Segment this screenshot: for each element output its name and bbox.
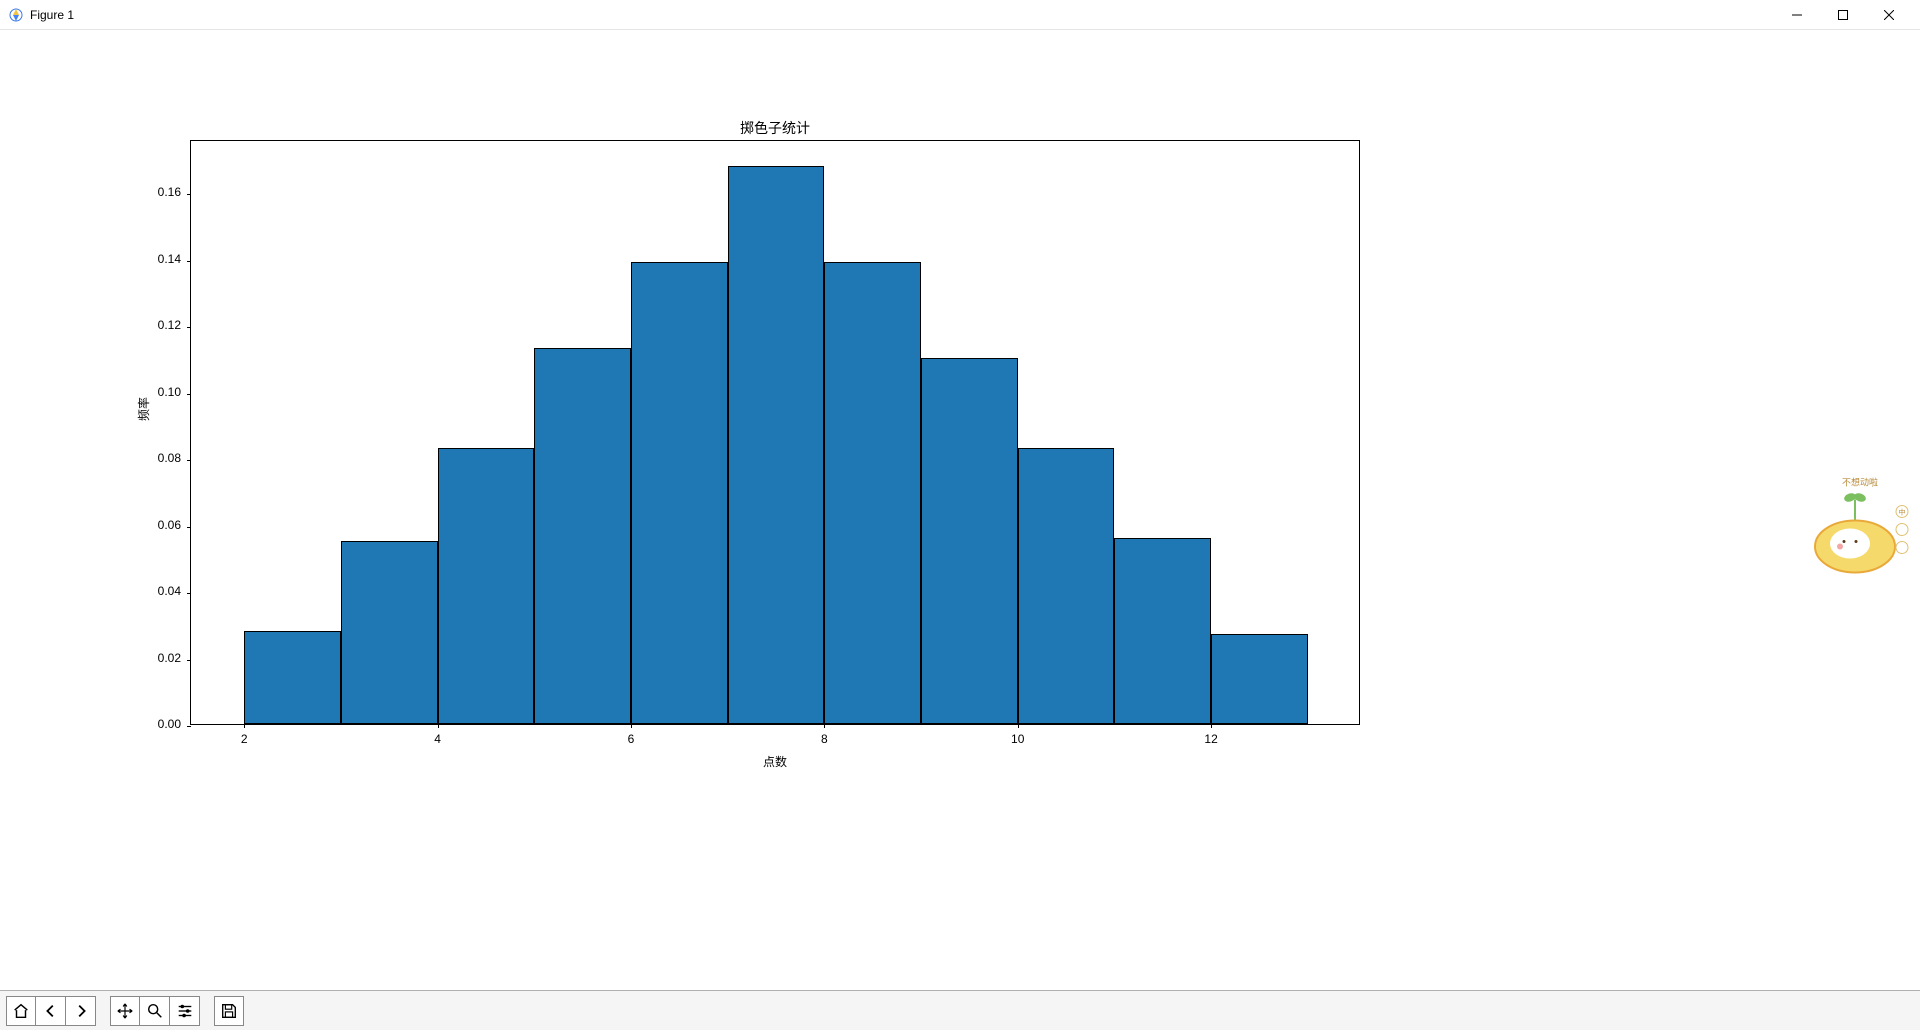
y-tick-label: 0.08 (158, 451, 191, 465)
x-tick-mark (631, 724, 632, 728)
y-tick-mark (187, 394, 191, 395)
x-tick-mark (1211, 724, 1212, 728)
y-tick-label: 0.12 (158, 318, 191, 332)
x-axis-label: 点数 (763, 753, 787, 770)
y-tick-label: 0.00 (158, 717, 191, 731)
histogram-bar (1211, 634, 1308, 724)
save-button[interactable] (214, 996, 244, 1026)
minimize-button[interactable] (1774, 0, 1820, 30)
x-tick-mark (244, 724, 245, 728)
maximize-button[interactable] (1820, 0, 1866, 30)
x-tick-mark (438, 724, 439, 728)
y-tick-mark (187, 327, 191, 328)
configure-subplots-button[interactable] (170, 996, 200, 1026)
histogram-bar (534, 348, 631, 724)
histogram-bar (244, 631, 341, 724)
figure-window: Figure 1 掷色子统计 频率 点数 0.000.020.040.060.0… (0, 0, 1920, 1030)
nav-toolbar (0, 990, 1920, 1030)
home-button[interactable] (6, 996, 36, 1026)
forward-button[interactable] (66, 996, 96, 1026)
y-tick-label: 0.02 (158, 651, 191, 665)
y-tick-label: 0.14 (158, 252, 191, 266)
x-tick-mark (824, 724, 825, 728)
svg-text:中: 中 (1899, 508, 1906, 517)
histogram-bar (341, 541, 438, 724)
y-tick-mark (187, 261, 191, 262)
titlebar: Figure 1 (0, 0, 1920, 30)
y-tick-label: 0.06 (158, 518, 191, 532)
histogram-bar (728, 166, 825, 724)
histogram-bar (438, 448, 535, 724)
axes: 0.000.020.040.060.080.100.120.140.162468… (190, 140, 1360, 725)
histogram-bar (1018, 448, 1115, 724)
y-tick-mark (187, 660, 191, 661)
zoom-button[interactable] (140, 996, 170, 1026)
histogram-bar (631, 262, 728, 724)
y-tick-mark (187, 593, 191, 594)
y-tick-mark (187, 460, 191, 461)
back-button[interactable] (36, 996, 66, 1026)
y-tick-mark (187, 527, 191, 528)
x-tick-mark (1018, 724, 1019, 728)
histogram-bar (824, 262, 921, 724)
histogram-bar (921, 358, 1018, 724)
y-tick-mark (187, 726, 191, 727)
y-tick-label: 0.16 (158, 185, 191, 199)
mascot-overlay: 不想动啦 中 (1800, 472, 1910, 582)
close-button[interactable] (1866, 0, 1912, 30)
app-icon (8, 7, 24, 23)
y-tick-mark (187, 194, 191, 195)
window-title: Figure 1 (30, 8, 74, 22)
y-axis-label: 频率 (135, 396, 152, 420)
y-tick-label: 0.04 (158, 584, 191, 598)
mascot-caption: 不想动啦 (1842, 477, 1878, 488)
histogram-bar (1114, 538, 1211, 724)
pan-button[interactable] (110, 996, 140, 1026)
chart-title: 掷色子统计 (740, 118, 810, 138)
figure-canvas: 掷色子统计 频率 点数 0.000.020.040.060.080.100.12… (0, 30, 1920, 990)
y-tick-label: 0.10 (158, 385, 191, 399)
